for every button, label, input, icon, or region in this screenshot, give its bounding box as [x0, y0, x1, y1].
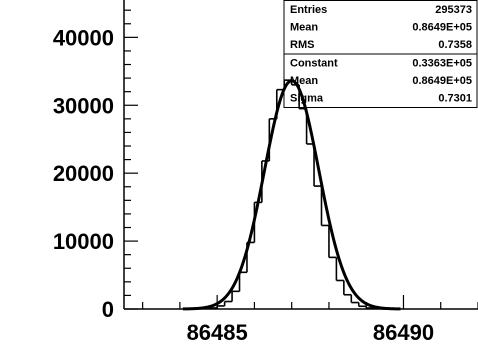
- stats-value: 0.3363E+05: [412, 58, 472, 70]
- y-tick-label: 40000: [53, 25, 114, 50]
- axes-layer: 0 10000 20000 30000 40000 86485 86490: [53, 0, 478, 345]
- stats-value: 0.8649E+05: [412, 22, 472, 34]
- stats-label: RMS: [290, 39, 314, 51]
- stats-value: 0.8649E+05: [412, 75, 472, 87]
- stats-label: Mean: [290, 75, 318, 87]
- x-tick-label: 86485: [187, 320, 248, 345]
- fit-layer: [182, 79, 401, 311]
- stats-value: 295373: [435, 4, 472, 16]
- stats-value: 0.7358: [438, 39, 472, 51]
- stats-label: Constant: [290, 58, 338, 70]
- x-tick-label: 86490: [373, 320, 434, 345]
- gaussian-fit-curve: [182, 79, 401, 311]
- stats-label: Mean: [290, 22, 318, 34]
- stats-label: Sigma: [290, 93, 324, 105]
- y-tick-label: 0: [102, 297, 114, 322]
- y-tick-label: 10000: [53, 229, 114, 254]
- stats-box: Entries 295373 Mean 0.8649E+05 RMS 0.7358 Cons…: [283, 0, 478, 108]
- y-tick-label: 20000: [53, 161, 114, 186]
- y-tick-label: 30000: [53, 93, 114, 118]
- stats-value: 0.7301: [438, 93, 472, 105]
- stats-label: Entries: [290, 4, 327, 16]
